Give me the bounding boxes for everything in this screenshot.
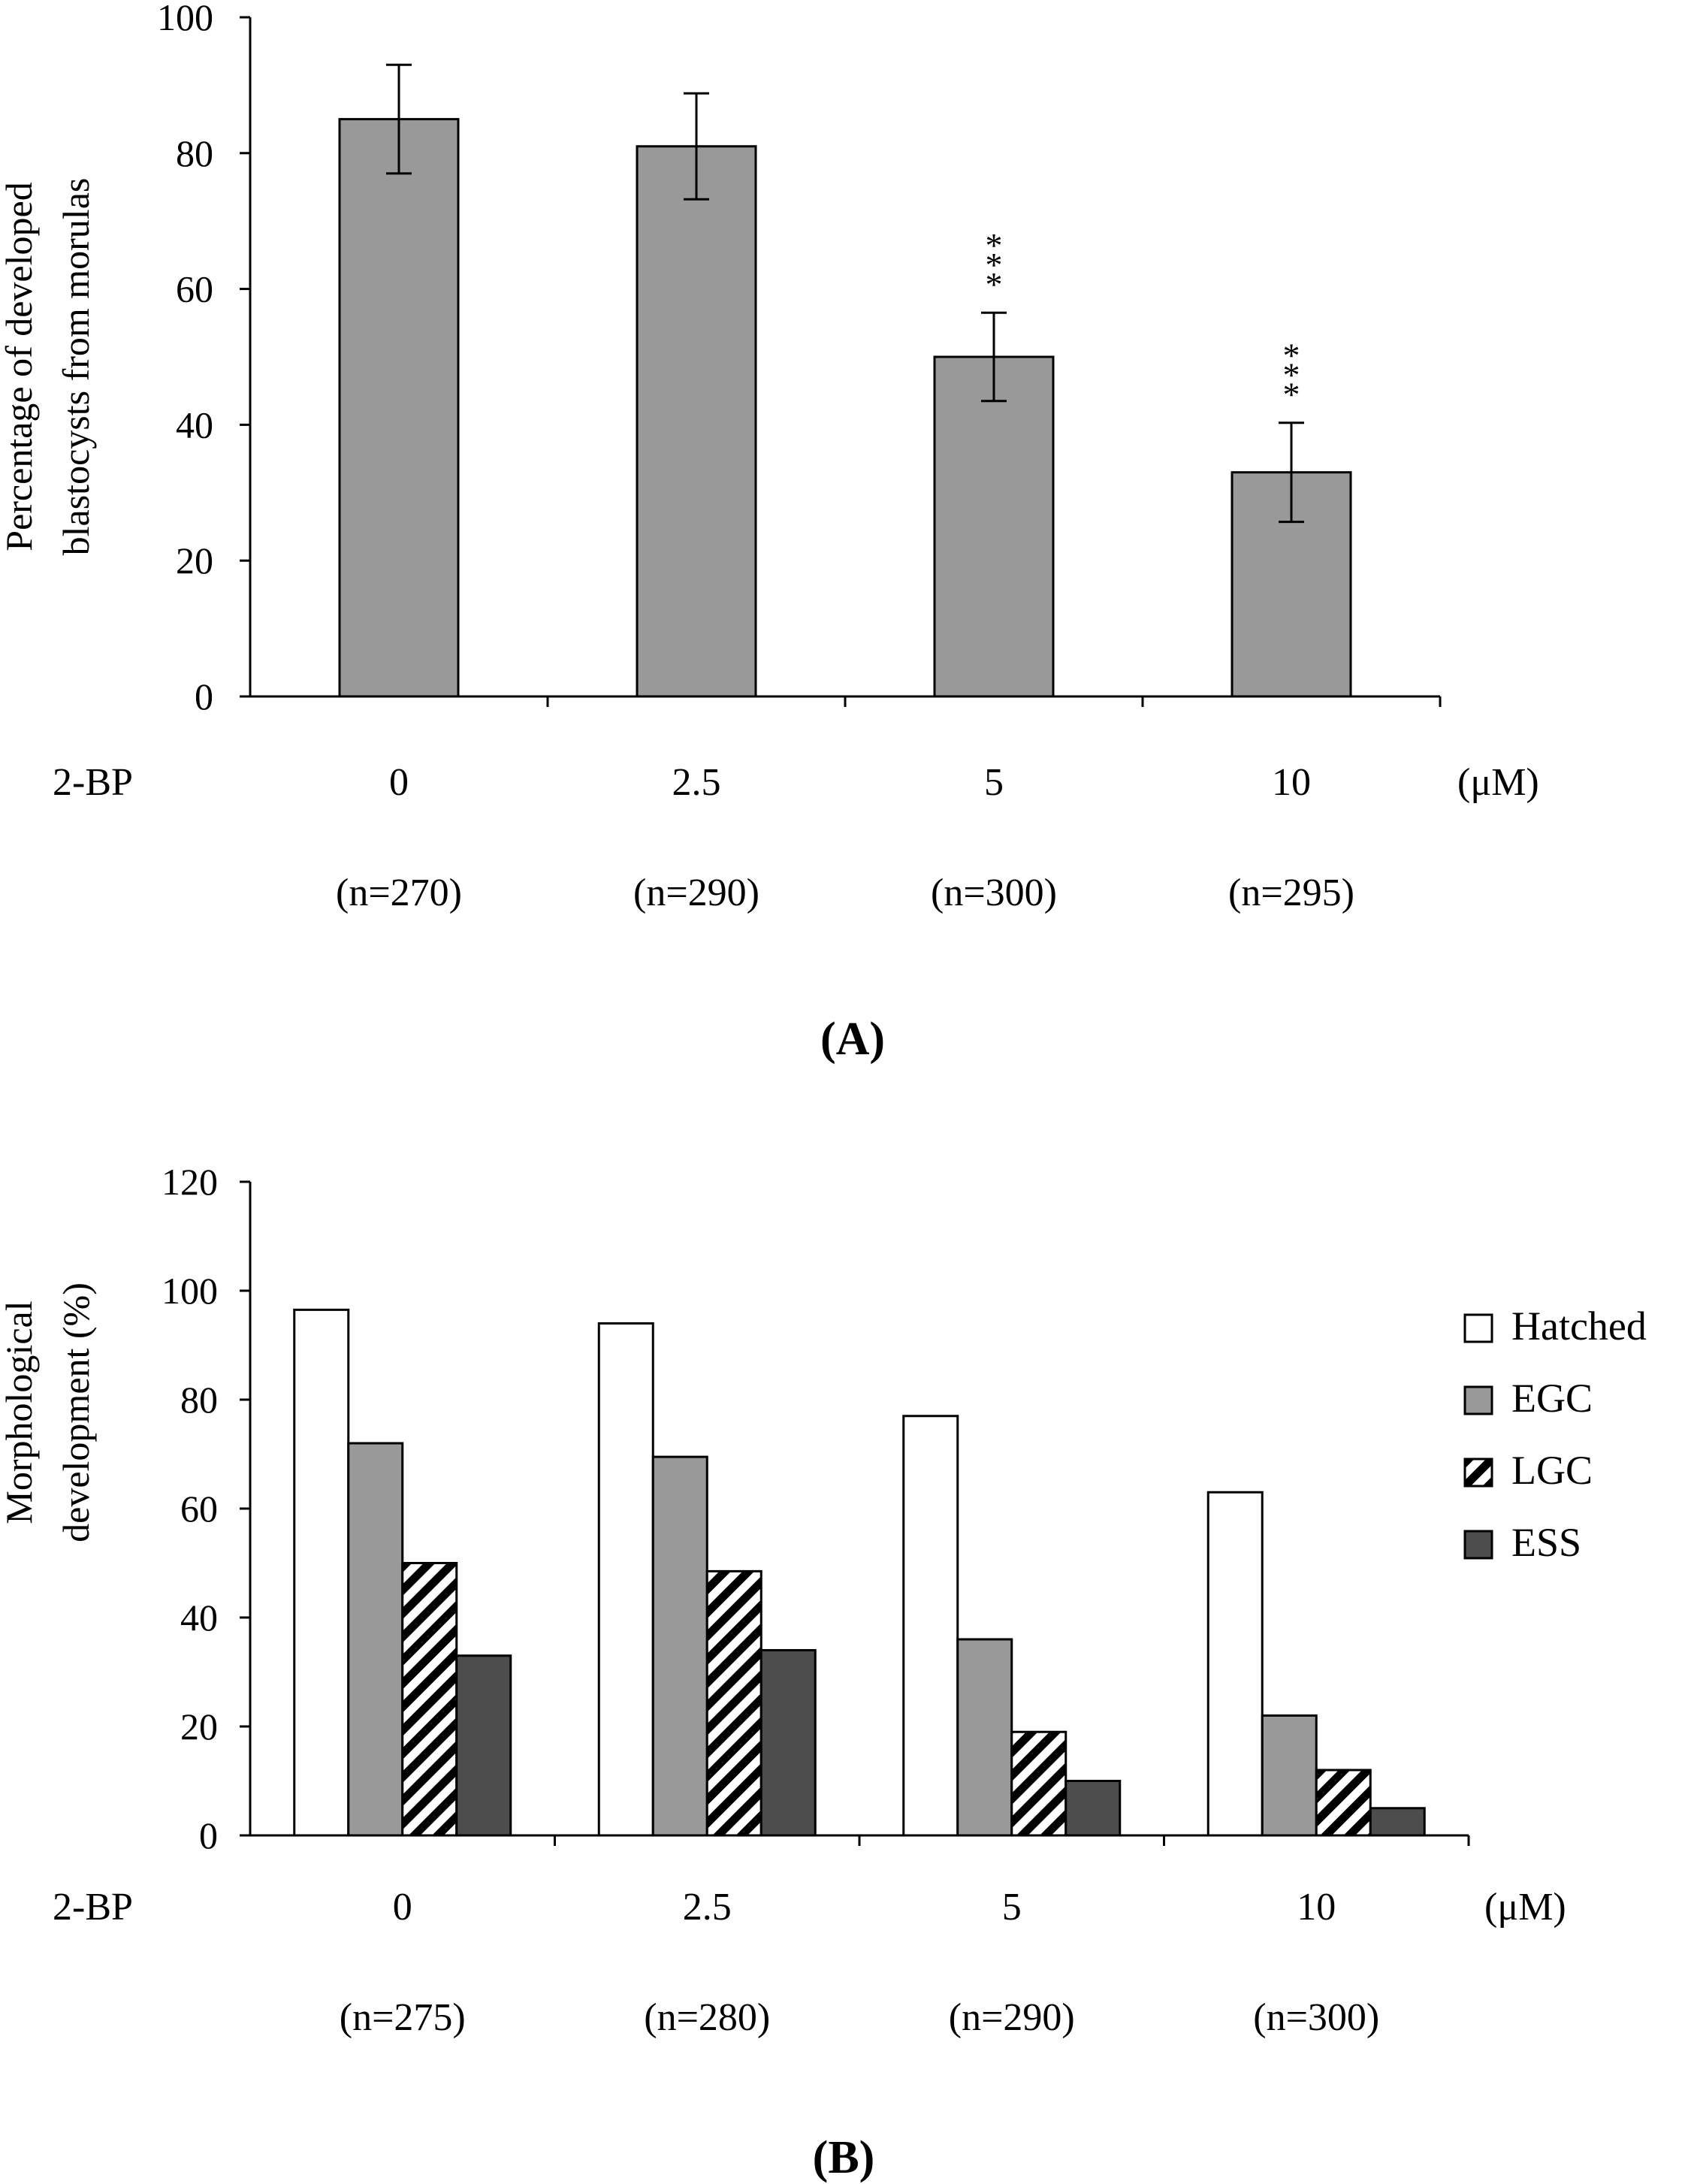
bar-egc-0 (347, 1442, 404, 1837)
legend-label-hatched: Hatched (1511, 1303, 1647, 1349)
y-tick-label: 0 (195, 675, 213, 717)
y-tick-label: 60 (176, 268, 213, 310)
n-label: (n=300) (931, 871, 1057, 914)
panel-a-label: (A) (820, 1013, 885, 1065)
n-label: (n=275) (340, 1996, 466, 2039)
panel-b-label: (B) (813, 2132, 875, 2183)
y-tick-label: 80 (176, 132, 213, 174)
bar-0 (338, 118, 460, 698)
bar-ess-0 (455, 1654, 512, 1837)
panel-a-row-label: 2-BP (53, 761, 133, 804)
bar-egc-1 (651, 1455, 708, 1837)
legend-label-ess: ESS (1511, 1520, 1581, 1565)
y-tick-label: 100 (162, 1270, 218, 1312)
y-tick-label: 40 (180, 1596, 218, 1639)
significance-marker-3: * (1283, 376, 1300, 414)
n-label: (n=280) (644, 1996, 770, 2039)
bar-2 (933, 355, 1055, 698)
x-tick-label: 2.5 (672, 761, 721, 804)
x-tick-label: 2.5 (683, 1886, 732, 1929)
legend-label-egc: EGC (1511, 1376, 1593, 1421)
bar-hatched-0 (293, 1308, 350, 1837)
panel-a-ylabel-line2: blastocysts from morulas (55, 178, 97, 556)
y-tick-label: 80 (180, 1379, 218, 1421)
n-label: (n=300) (1253, 1996, 1379, 2039)
bar-hatched-1 (597, 1322, 654, 1837)
y-tick-label: 20 (176, 539, 213, 581)
legend-label-lgc: LGC (1511, 1448, 1593, 1493)
y-tick-label: 60 (180, 1488, 218, 1530)
panel-a-unit: (μM) (1457, 761, 1539, 804)
legend-swatch-lgc (1463, 1458, 1493, 1488)
panel-b-ylabel-line2: development (%) (55, 1282, 97, 1542)
legend-swatch-hatched (1463, 1313, 1493, 1343)
x-tick-label: 10 (1297, 1886, 1336, 1929)
bar-egc-2 (956, 1638, 1013, 1837)
bar-ess-1 (759, 1649, 817, 1837)
panel-b-unit: (μM) (1484, 1886, 1566, 1929)
bar-lgc-1 (705, 1569, 762, 1837)
y-tick-label: 100 (157, 0, 213, 38)
n-label: (n=290) (633, 871, 759, 914)
bar-ess-3 (1369, 1807, 1426, 1837)
x-tick-label: 5 (1002, 1886, 1022, 1929)
x-tick-label: 10 (1272, 761, 1311, 804)
bar-1 (636, 145, 757, 698)
significance-marker-2: * (986, 265, 1003, 304)
panel-a: ****** 0(n=270)2.5(n=290)5(n=300)10(n=29… (0, 0, 1539, 1065)
legend-swatch-egc (1463, 1385, 1493, 1415)
significance-marker-3: * (1283, 337, 1300, 375)
panel-a-ylabel-line1: Percentage of developed (0, 182, 40, 551)
y-tick-label: 40 (176, 403, 213, 446)
panel-b: 0 (n=275) 2.5 (n=280) 5 (n=290) 10 (n=300) 0 20 40… (0, 1161, 1647, 2183)
x-tick-label: 5 (984, 761, 1004, 804)
y-tick-label: 120 (162, 1161, 218, 1203)
bar-hatched-2 (902, 1415, 959, 1837)
bar-lgc-3 (1315, 1769, 1372, 1837)
significance-marker-2: * (986, 246, 1003, 284)
n-label: (n=270) (336, 871, 462, 914)
panel-b-ylabel-line1: Morphological (0, 1300, 40, 1524)
x-tick-label: 0 (389, 761, 409, 804)
bar-ess-2 (1064, 1780, 1122, 1837)
n-label: (n=295) (1228, 871, 1354, 914)
y-tick-label: 20 (180, 1705, 218, 1748)
legend-swatch-ess (1463, 1530, 1493, 1560)
bar-lgc-0 (401, 1562, 458, 1837)
bar-lgc-2 (1010, 1730, 1067, 1837)
significance-marker-3: * (1283, 356, 1300, 394)
legend: Hatched EGC LGC ESS (1463, 1303, 1647, 1565)
x-tick-label: 0 (393, 1886, 412, 1929)
y-tick-label: 0 (199, 1814, 218, 1856)
panel-b-row-label: 2-BP (53, 1886, 133, 1929)
bar-hatched-3 (1206, 1491, 1264, 1837)
significance-marker-2: * (986, 226, 1003, 264)
n-label: (n=290) (949, 1996, 1075, 2039)
bar-egc-3 (1261, 1714, 1318, 1837)
